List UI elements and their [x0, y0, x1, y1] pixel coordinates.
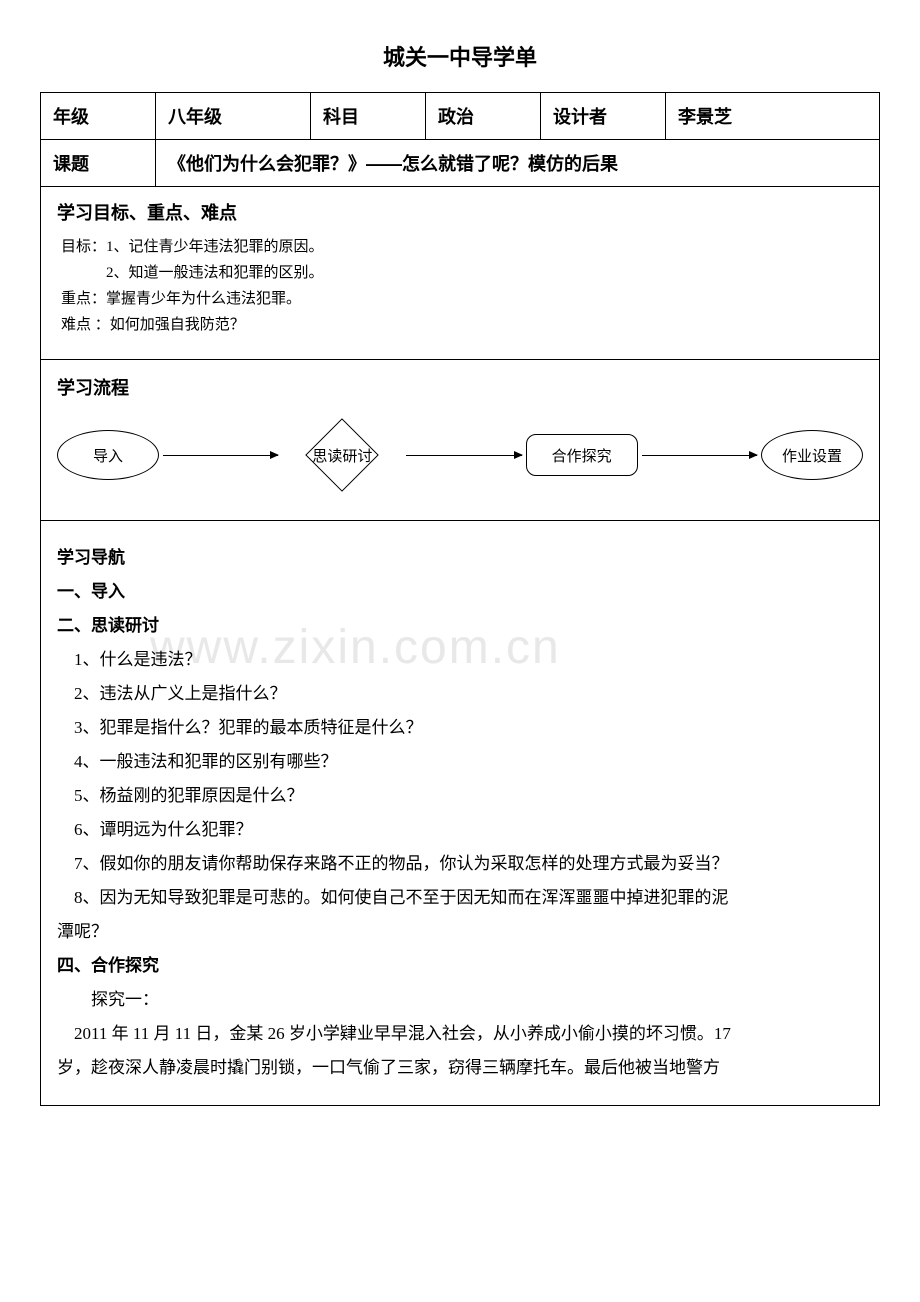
explore-1: 探究一： — [57, 983, 863, 1017]
objective-line: 难点 ：如何加强自我防范？ — [61, 313, 863, 337]
flow-node-decision-label: 思读研讨 — [312, 445, 372, 466]
flow-node-decision: 思读研讨 — [282, 425, 402, 485]
label-subject: 科目 — [311, 93, 426, 140]
nav-heading: 学习导航 — [57, 541, 863, 575]
question-3: 3、犯罪是指什么？犯罪的最本质特征是什么？ — [57, 711, 863, 745]
question-6: 6、谭明远为什么犯罪？ — [57, 813, 863, 847]
question-7: 7、假如你的朋友请你帮助保存来路不正的物品，你认为采取怎样的处理方式最为妥当？ — [57, 847, 863, 881]
section-1: 一、导入 — [57, 575, 863, 609]
objectives-heading: 学习目标、重点、难点 — [57, 199, 863, 225]
content-cell: 学习导航 一、导入 二、思读研讨 1、什么是违法？ 2、违法从广义上是指什么？ … — [40, 521, 880, 1106]
question-5: 5、杨益刚的犯罪原因是什么？ — [57, 779, 863, 813]
label-topic: 课题 — [41, 140, 156, 187]
flowchart: 导入 思读研讨 合作探究 作业设置 — [57, 420, 863, 490]
question-4: 4、一般违法和犯罪的区别有哪些？ — [57, 745, 863, 779]
arrow-icon — [406, 455, 521, 456]
objectives-cell: 学习目标、重点、难点 目标：1、记住青少年违法犯罪的原因。 2、知道一般违法和犯… — [40, 187, 880, 360]
flow-node-process: 合作探究 — [526, 434, 638, 476]
flow-node-end: 作业设置 — [761, 430, 863, 480]
objective-line: 重点：掌握青少年为什么违法犯罪。 — [61, 287, 863, 311]
arrow-icon — [642, 455, 757, 456]
flow-heading: 学习流程 — [57, 374, 863, 400]
question-1: 1、什么是违法？ — [57, 643, 863, 677]
arrow-icon — [163, 455, 278, 456]
flow-cell: 学习流程 导入 思读研讨 合作探究 作业设置 — [40, 360, 880, 521]
objective-line: 目标：1、记住青少年违法犯罪的原因。 — [61, 235, 863, 259]
flow-node-start: 导入 — [57, 430, 159, 480]
section-2: 二、思读研讨 — [57, 609, 863, 643]
value-designer: 李景芝 — [666, 93, 880, 140]
header-table: 年级 八年级 科目 政治 设计者 李景芝 课题 《他们为什么会犯罪？》——怎么就… — [40, 92, 880, 187]
objectives-body: 目标：1、记住青少年违法犯罪的原因。 2、知道一般违法和犯罪的区别。 重点：掌握… — [61, 235, 863, 337]
label-grade: 年级 — [41, 93, 156, 140]
paragraph-1: 2011 年 11 月 11 日，金某 26 岁小学肄业早早混入社会，从小养成小… — [57, 1017, 863, 1051]
label-designer: 设计者 — [541, 93, 666, 140]
page-title: 城关一中导学单 — [40, 40, 880, 72]
value-topic: 《他们为什么会犯罪？》——怎么就错了呢？模仿的后果 — [156, 140, 880, 187]
objective-line: 2、知道一般违法和犯罪的区别。 — [61, 261, 863, 285]
value-subject: 政治 — [426, 93, 541, 140]
paragraph-2: 岁，趁夜深人静凌晨时撬门别锁，一口气偷了三家，窃得三辆摩托车。最后他被当地警方 — [57, 1051, 863, 1085]
value-grade: 八年级 — [156, 93, 311, 140]
question-8a: 8、因为无知导致犯罪是可悲的。如何使自己不至于因无知而在浑浑噩噩中掉进犯罪的泥 — [57, 881, 863, 915]
question-8b: 潭呢？ — [57, 915, 863, 949]
question-2: 2、违法从广义上是指什么？ — [57, 677, 863, 711]
section-4: 四、合作探究 — [57, 949, 863, 983]
